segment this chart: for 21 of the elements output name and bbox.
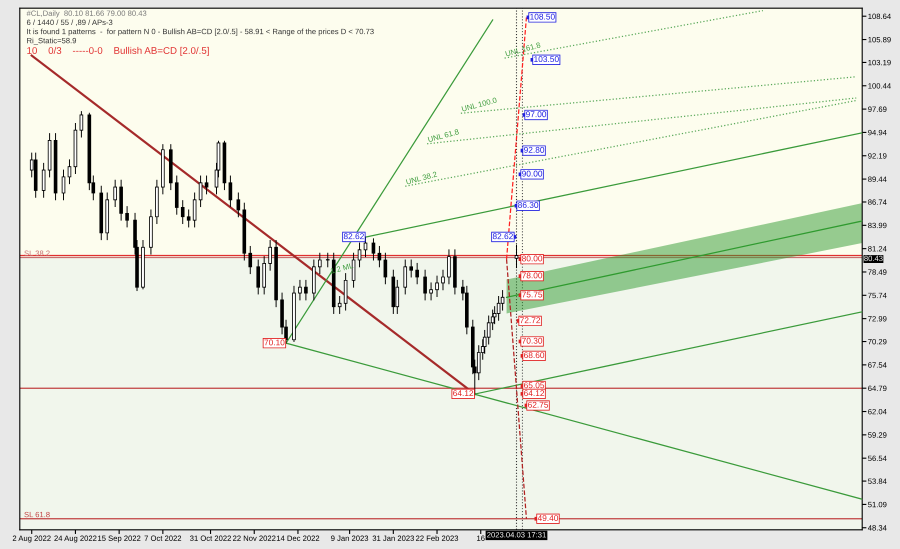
annotation: 97.00 [526, 111, 546, 118]
annotation: 82.62 [344, 233, 364, 240]
annotation: 72.72 [520, 317, 540, 324]
annotation: 92.80 [524, 146, 544, 153]
annotation: 80.00 [522, 256, 542, 262]
annotation: 90.00 [522, 170, 542, 177]
annotation: 10 0/3 -----0-0 Bullish AB=CD [2.0/.5] [27, 46, 209, 56]
annotation: 70.30 [522, 338, 542, 344]
annotation: 103.50 [534, 56, 559, 62]
annotation: 75.75 [522, 292, 542, 298]
annotation: 65.05 [524, 382, 544, 388]
annotation: 82.62 [492, 233, 513, 240]
annotation: 62.75 [528, 402, 548, 408]
annotation: 70.10 [264, 339, 285, 346]
annotation: 108.50 [530, 14, 555, 20]
annotation: 86.30 [518, 202, 538, 208]
annotation: 64.12 [524, 390, 544, 396]
annotation: 68.60 [524, 352, 544, 358]
annotation: 64.12 [453, 390, 474, 396]
annotation: 49.40 [538, 515, 558, 521]
annotation: 78.00 [522, 272, 542, 278]
